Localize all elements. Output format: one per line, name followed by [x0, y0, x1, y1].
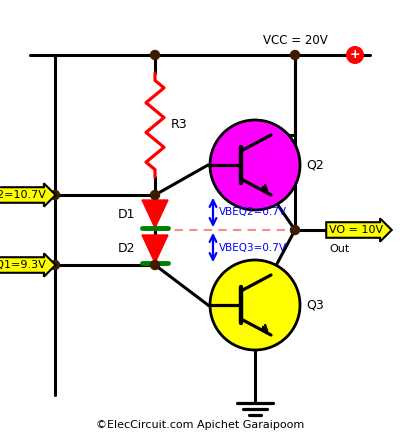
- Text: R3: R3: [171, 119, 188, 131]
- Circle shape: [150, 261, 160, 269]
- Text: VBQ2=10.7V: VBQ2=10.7V: [0, 190, 47, 200]
- Text: VBQ1=9.3V: VBQ1=9.3V: [0, 260, 47, 270]
- Text: Q2: Q2: [306, 159, 324, 172]
- Text: ©ElecCircuit.com Apichet Garaipoom: ©ElecCircuit.com Apichet Garaipoom: [96, 420, 304, 430]
- Text: D1: D1: [118, 208, 135, 220]
- Circle shape: [290, 226, 300, 234]
- Text: VBEQ3=0.7V: VBEQ3=0.7V: [219, 243, 287, 252]
- Circle shape: [50, 191, 60, 199]
- Circle shape: [150, 191, 160, 199]
- Circle shape: [210, 120, 300, 210]
- Circle shape: [346, 46, 364, 64]
- Text: +: +: [350, 49, 360, 61]
- Polygon shape: [142, 235, 168, 263]
- Polygon shape: [142, 200, 168, 228]
- Text: VCC = 20V: VCC = 20V: [263, 35, 327, 47]
- Text: Out: Out: [329, 244, 349, 254]
- Text: VBEQ2=0.7V: VBEQ2=0.7V: [219, 208, 287, 218]
- Circle shape: [50, 261, 60, 269]
- Text: Q3: Q3: [306, 299, 324, 311]
- Circle shape: [150, 50, 160, 60]
- Text: VO = 10V: VO = 10V: [329, 225, 383, 235]
- Circle shape: [210, 260, 300, 350]
- Circle shape: [290, 50, 300, 60]
- Text: D2: D2: [118, 243, 135, 255]
